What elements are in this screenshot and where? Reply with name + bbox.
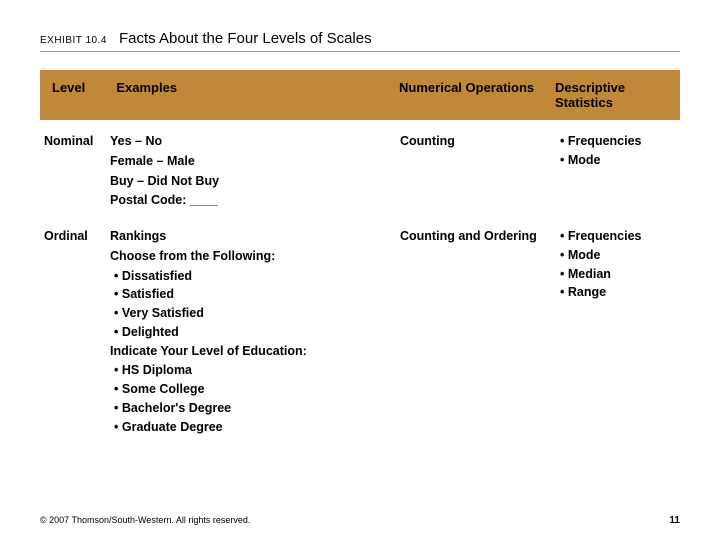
stats-item: Frequencies — [560, 132, 680, 151]
stats-item: Median — [560, 265, 680, 284]
cell-stats: FrequenciesMode — [560, 132, 680, 211]
example-section-list: HS DiplomaSome CollegeBachelor's DegreeG… — [110, 361, 400, 436]
table-row: NominalYes – NoFemale – MaleBuy – Did No… — [40, 132, 680, 211]
example-item: Very Satisfied — [114, 304, 400, 323]
col-header-level: Level — [48, 80, 116, 110]
stats-item: Mode — [560, 151, 680, 170]
example-line: Female – Male — [110, 152, 400, 171]
example-line: Rankings — [110, 227, 400, 246]
stats-list: FrequenciesMode — [560, 132, 680, 170]
example-line: Buy – Did Not Buy — [110, 172, 400, 191]
scales-table: Level Examples Numerical Operations Desc… — [40, 70, 680, 436]
example-section-heading: Indicate Your Level of Education: — [110, 342, 400, 361]
cell-level: Ordinal — [40, 227, 110, 436]
example-item: Bachelor's Degree — [114, 399, 400, 418]
copyright-text: © 2007 Thomson/South-Western. All rights… — [40, 515, 250, 526]
exhibit-title: Facts About the Four Levels of Scales — [119, 30, 372, 47]
page-number: 11 — [669, 515, 680, 526]
cell-numops: Counting — [400, 132, 560, 211]
table-body: NominalYes – NoFemale – MaleBuy – Did No… — [40, 120, 680, 436]
stats-list: FrequenciesModeMedianRange — [560, 227, 680, 302]
table-row: OrdinalRankingsChoose from the Following… — [40, 227, 680, 436]
footer: © 2007 Thomson/South-Western. All rights… — [40, 515, 680, 526]
example-line: Postal Code: ____ — [110, 191, 400, 210]
cell-numops: Counting and Ordering — [400, 227, 560, 436]
cell-examples: Yes – NoFemale – MaleBuy – Did Not BuyPo… — [110, 132, 400, 211]
example-item: Delighted — [114, 323, 400, 342]
example-item: HS Diploma — [114, 361, 400, 380]
table-header-row: Level Examples Numerical Operations Desc… — [40, 70, 680, 120]
example-item: Graduate Degree — [114, 418, 400, 437]
exhibit-number: EXHIBIT 10.4 — [40, 35, 107, 46]
example-section-heading: Choose from the Following: — [110, 247, 400, 266]
col-header-examples: Examples — [116, 80, 399, 110]
cell-examples: RankingsChoose from the Following:Dissat… — [110, 227, 400, 436]
example-item: Some College — [114, 380, 400, 399]
col-header-numops: Numerical Operations — [399, 80, 555, 110]
stats-item: Mode — [560, 246, 680, 265]
example-section-list: DissatisfiedSatisfiedVery SatisfiedDelig… — [110, 267, 400, 342]
example-line: Yes – No — [110, 132, 400, 151]
col-header-stats: Descriptive Statistics — [555, 80, 672, 110]
example-item: Dissatisfied — [114, 267, 400, 286]
cell-level: Nominal — [40, 132, 110, 211]
title-row: EXHIBIT 10.4 Facts About the Four Levels… — [40, 30, 680, 52]
stats-item: Range — [560, 283, 680, 302]
example-item: Satisfied — [114, 285, 400, 304]
stats-item: Frequencies — [560, 227, 680, 246]
cell-stats: FrequenciesModeMedianRange — [560, 227, 680, 436]
